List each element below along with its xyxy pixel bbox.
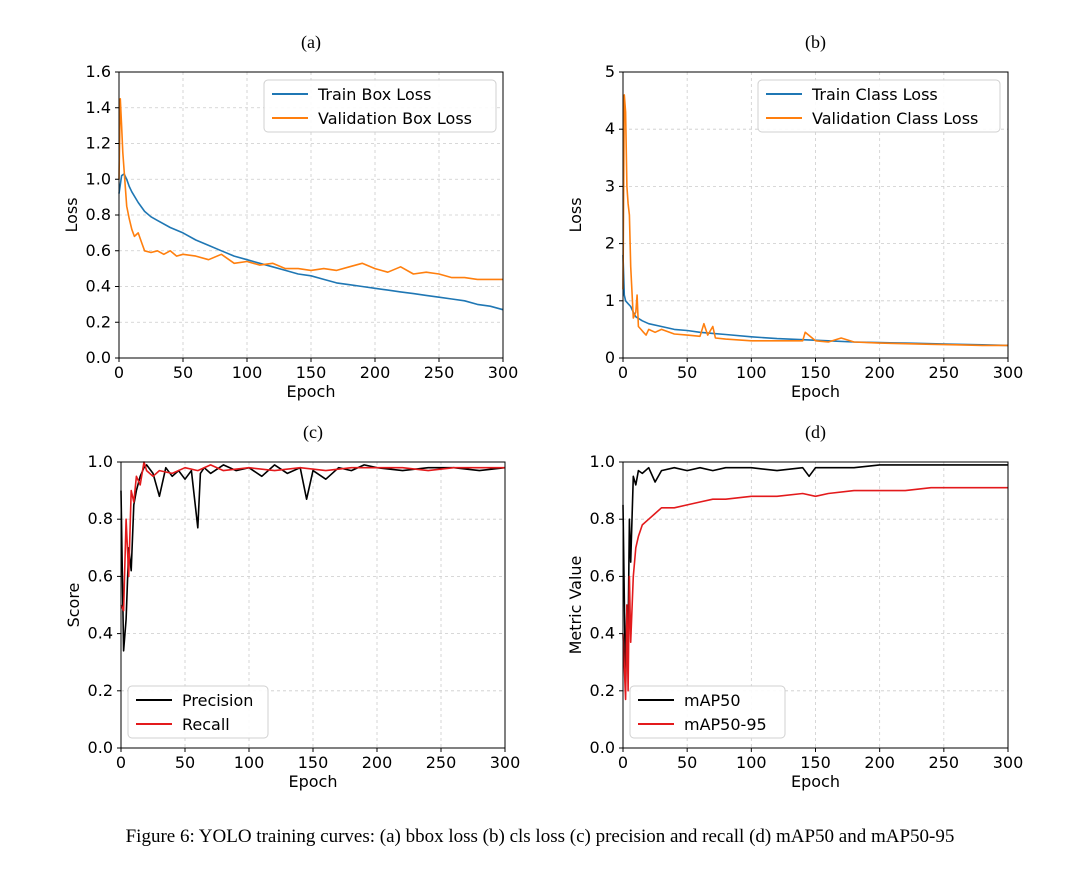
x-tick-label: 50 — [677, 753, 697, 772]
y-tick-label: 0 — [605, 348, 615, 367]
y-axis-label: Loss — [566, 197, 585, 232]
y-tick-label: 4 — [605, 119, 615, 138]
x-tick-label: 200 — [864, 363, 895, 382]
x-tick-label: 0 — [114, 363, 124, 382]
x-tick-label: 50 — [175, 753, 195, 772]
y-tick-label: 1.0 — [590, 452, 615, 471]
y-tick-label: 0.0 — [590, 738, 615, 757]
y-tick-label: 0.8 — [590, 509, 615, 528]
y-tick-label: 1.0 — [86, 169, 111, 188]
y-tick-label: 1.6 — [86, 62, 111, 81]
x-tick-label: 0 — [116, 753, 126, 772]
y-tick-label: 0.8 — [86, 205, 111, 224]
x-tick-label: 100 — [736, 363, 767, 382]
x-tick-label: 300 — [993, 753, 1024, 772]
x-tick-label: 150 — [800, 363, 831, 382]
legend-label: Validation Box Loss — [318, 109, 472, 128]
x-tick-label: 150 — [296, 363, 327, 382]
y-tick-label: 0.0 — [88, 738, 113, 757]
y-tick-label: 1 — [605, 291, 615, 310]
y-tick-label: 0.6 — [86, 241, 111, 260]
y-tick-label: 0.2 — [88, 681, 113, 700]
x-tick-label: 300 — [490, 753, 521, 772]
series-line-map50-95 — [622, 486, 1008, 701]
x-tick-label: 200 — [360, 363, 391, 382]
y-tick-label: 0.4 — [86, 277, 111, 296]
legend-box — [263, 79, 497, 133]
legend: Precision Recall — [127, 685, 269, 739]
series-line-recall — [120, 461, 505, 612]
legend: Train Box Loss Validation Box Loss — [263, 79, 497, 133]
x-tick-label: 200 — [362, 753, 393, 772]
x-tick-label: 100 — [736, 753, 767, 772]
legend-label: Validation Class Loss — [812, 109, 978, 128]
y-tick-label: 3 — [605, 176, 615, 195]
x-tick-label: 0 — [618, 363, 628, 382]
x-tick-label: 50 — [677, 363, 697, 382]
figure-caption: Figure 6: YOLO training curves: (a) bbox… — [125, 826, 955, 847]
x-tick-label: 300 — [488, 363, 519, 382]
series-line-train-box-loss — [118, 173, 504, 311]
y-tick-label: 0.2 — [590, 681, 615, 700]
x-tick-label: 250 — [929, 753, 960, 772]
series-line-map50 — [622, 464, 1008, 692]
legend-label: Train Box Loss — [317, 85, 431, 104]
y-tick-label: 5 — [605, 62, 615, 81]
chart-panel-d: 0 50 100 150 200 250 300 0.0 0.2 0.4 0.6 0.8 1.0 Epoc… — [566, 422, 1023, 791]
x-tick-label: 50 — [173, 363, 193, 382]
chart-title: (a) — [301, 32, 321, 53]
x-tick-label: 250 — [426, 753, 457, 772]
legend-label: mAP50 — [684, 691, 741, 710]
x-tick-label: 250 — [424, 363, 455, 382]
y-tick-label: 0.4 — [590, 624, 615, 643]
legend: mAP50 mAP50-95 — [629, 685, 786, 739]
y-tick-label: 0.8 — [88, 509, 113, 528]
y-tick-label: 0.6 — [88, 566, 113, 585]
legend-label: Recall — [182, 715, 230, 734]
chart-title: (c) — [303, 422, 323, 443]
x-tick-label: 150 — [298, 753, 329, 772]
x-tick-label: 100 — [232, 363, 263, 382]
y-tick-label: 2 — [605, 234, 615, 253]
y-tick-label: 1.4 — [86, 98, 111, 117]
chart-title: (d) — [805, 422, 826, 443]
legend-label: mAP50-95 — [684, 715, 767, 734]
y-tick-label: 1.0 — [88, 452, 113, 471]
legend-box — [757, 79, 1001, 133]
chart-title: (b) — [805, 32, 826, 53]
y-tick-label: 0.2 — [86, 312, 111, 331]
x-tick-label: 100 — [234, 753, 265, 772]
chart-panel-b: 0 50 100 150 200 250 300 0 1 2 3 4 5 Epoch Loss (b) Trai… — [566, 32, 1023, 401]
chart-panel-a: 0 50 100 150 200 250 300 0.0 0.2 0.4 0.6 0.8 1.0 1.2 1… — [62, 32, 518, 401]
x-axis-label: Epoch — [289, 772, 338, 791]
y-tick-label: 0.6 — [590, 566, 615, 585]
y-tick-label: 1.2 — [86, 134, 111, 153]
x-tick-label: 300 — [993, 363, 1024, 382]
x-tick-label: 0 — [618, 753, 628, 772]
y-tick-label: 0.4 — [88, 624, 113, 643]
x-axis-label: Epoch — [791, 382, 840, 401]
legend: Train Class Loss Validation Class Loss — [757, 79, 1001, 133]
y-axis-label: Metric Value — [566, 556, 585, 655]
x-tick-label: 150 — [800, 753, 831, 772]
series-line-validation-class-loss — [622, 94, 1008, 347]
legend-label: Precision — [182, 691, 253, 710]
chart-panel-c: 0 50 100 150 200 250 300 0.0 0.2 0.4 0.6 0.8 1.0 Epoc… — [64, 422, 520, 791]
series-line-validation-box-loss — [118, 98, 503, 281]
x-tick-label: 200 — [864, 753, 895, 772]
y-axis-label: Score — [64, 583, 83, 628]
x-tick-label: 250 — [929, 363, 960, 382]
y-tick-label: 0.0 — [86, 348, 111, 367]
x-axis-label: Epoch — [791, 772, 840, 791]
legend-label: Train Class Loss — [811, 85, 938, 104]
y-axis-label: Loss — [62, 197, 81, 232]
x-axis-label: Epoch — [287, 382, 336, 401]
